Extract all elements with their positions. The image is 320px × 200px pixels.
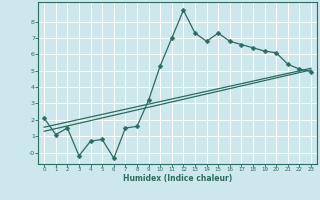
X-axis label: Humidex (Indice chaleur): Humidex (Indice chaleur) bbox=[123, 174, 232, 183]
